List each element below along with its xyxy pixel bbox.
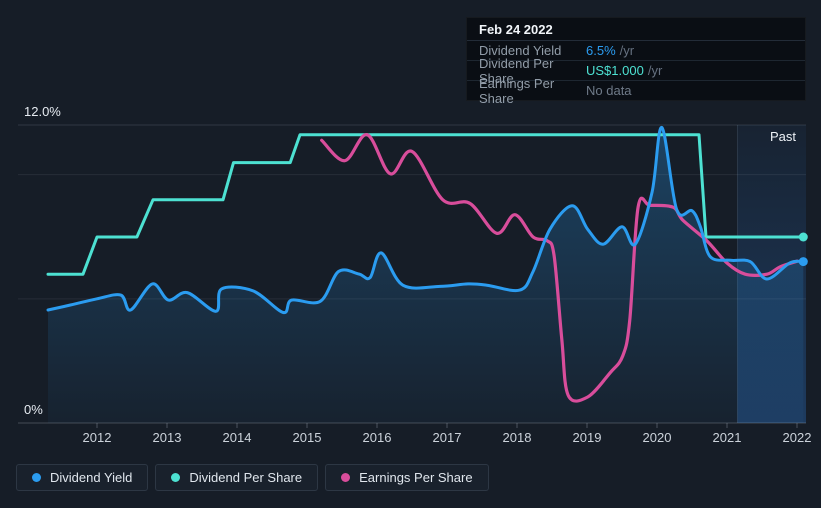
tooltip-label: Dividend Per Share [479, 55, 554, 86]
dividend-yield-dot-icon [32, 473, 41, 482]
chart-legend: Dividend Yield Dividend Per Share Earnin… [16, 464, 489, 491]
legend-label: Dividend Per Share [189, 470, 303, 485]
tooltip-row-dividend-per-share: Dividend Per Share US$1.000 /yr [467, 56, 805, 86]
tooltip-row-earnings-per-share: Earnings Per Share No data [467, 76, 805, 106]
x-axis-label: 2017 [432, 430, 462, 445]
x-axis-label: 2013 [152, 430, 182, 445]
x-axis-label: 2012 [82, 430, 112, 445]
x-axis-label: 2019 [572, 430, 602, 445]
earnings-per-share-dot-icon [341, 473, 351, 482]
dividend-yield-area-fill [48, 127, 804, 423]
tooltip-value: US$1.000 [586, 63, 644, 78]
dividend-per-share-end-dot [798, 232, 808, 242]
legend-label: Dividend Yield [50, 470, 133, 485]
x-axis-label: 2018 [502, 430, 532, 445]
dividend-yield-line[interactable] [46, 125, 805, 315]
x-axis-label: 2016 [362, 430, 392, 445]
y-axis-label-top: 12.0% [24, 104, 61, 119]
x-axis-label: 2020 [642, 430, 672, 445]
tooltip-value: No data [586, 83, 632, 98]
x-axis-label: 2021 [712, 430, 742, 445]
earnings-per-share-line[interactable] [320, 133, 799, 403]
tooltip-label: Earnings Per Share [479, 75, 555, 106]
y-axis-label-bottom: 0% [24, 402, 43, 417]
tooltip-date: Feb 24 2022 [467, 18, 805, 41]
tooltip-suffix: /yr [619, 43, 635, 58]
legend-item-dividend-per-share[interactable]: Dividend Per Share [155, 464, 319, 491]
tooltip-label: Dividend Yield [479, 43, 562, 58]
dividend-per-share-line[interactable] [46, 133, 805, 276]
tooltip-value: 6.5% [586, 43, 616, 58]
dividend-yield-end-dot [798, 257, 808, 267]
past-label: Past [769, 129, 796, 144]
x-axis-label: 2015 [292, 430, 322, 445]
legend-label: Earnings Per Share [359, 470, 473, 485]
x-axis-label: 2022 [782, 430, 812, 445]
tooltip-suffix: /yr [647, 63, 663, 78]
chart-tooltip: Feb 24 2022 Dividend Yield 6.5% /yr Divi… [466, 17, 806, 106]
legend-item-dividend-yield[interactable]: Dividend Yield [16, 464, 149, 491]
dividend-per-share-dot-icon [171, 473, 181, 482]
legend-item-earnings-per-share[interactable]: Earnings Per Share [325, 464, 489, 491]
tooltip-row-dividend-yield: Dividend Yield 6.5% /yr [467, 41, 805, 61]
x-axis-label: 2014 [222, 430, 252, 445]
